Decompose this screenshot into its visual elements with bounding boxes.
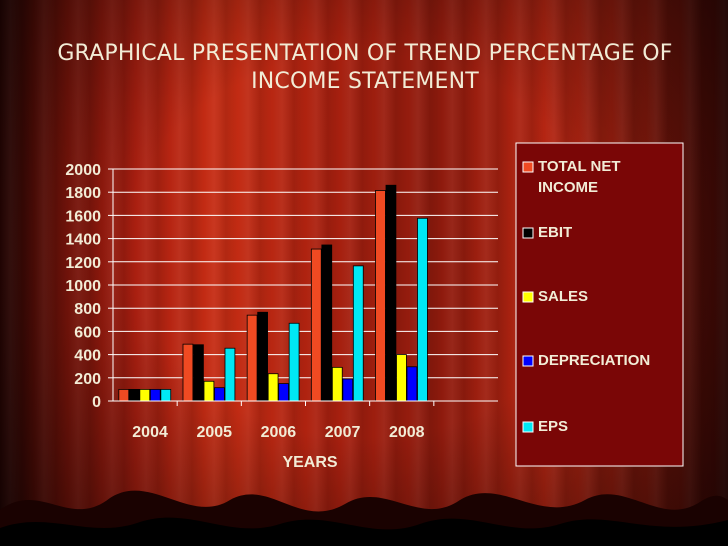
y-tick-label: 800: [74, 301, 101, 318]
bar: [224, 347, 236, 402]
y-tick-label: 0: [92, 394, 101, 411]
bar: [139, 388, 151, 402]
x-tick-label: 2004: [132, 424, 168, 441]
bar: [278, 383, 289, 402]
bar: [267, 373, 279, 402]
x-tick-label: 2007: [325, 424, 361, 441]
y-tick-label: 400: [74, 348, 101, 365]
bar: [182, 343, 194, 402]
bar: [342, 378, 354, 402]
legend-swatch: [522, 421, 534, 433]
bar: [257, 311, 268, 402]
legend-swatch: [522, 355, 534, 367]
legend-label: EPS: [538, 418, 568, 435]
legend-swatch: [522, 227, 534, 239]
y-tick-label: 1600: [65, 208, 101, 225]
bar: [193, 344, 204, 402]
legend-label: EBIT: [538, 224, 572, 241]
y-tick-label: 1000: [65, 278, 101, 295]
bar: [406, 366, 418, 402]
bar: [375, 190, 386, 402]
x-axis-label: YEARS: [282, 454, 337, 471]
bar: [385, 184, 397, 402]
legend-label: DEPRECIATION: [538, 352, 650, 369]
y-tick-label: 2000: [65, 162, 101, 179]
legend-label: SALES: [538, 288, 588, 305]
bar: [246, 314, 258, 402]
y-tick-label: 600: [74, 324, 101, 341]
bar: [331, 366, 343, 402]
bar: [396, 354, 407, 402]
bar: [321, 244, 333, 402]
y-tick-label: 1200: [65, 255, 101, 272]
legend-swatch: [522, 161, 534, 173]
legend-label: TOTAL NET: [538, 158, 621, 175]
x-tick-label: 2005: [196, 424, 232, 441]
y-tick-label: 1400: [65, 232, 101, 249]
bar: [417, 217, 428, 402]
bar: [160, 388, 172, 402]
bar: [214, 387, 225, 402]
bar: [310, 248, 322, 402]
bar: [128, 388, 140, 402]
x-tick-label: 2006: [261, 424, 297, 441]
legend-box: [515, 142, 684, 467]
y-tick-label: 1800: [65, 185, 101, 202]
x-tick-label: 2008: [389, 424, 425, 441]
bar: [203, 380, 215, 402]
slide-title: GRAPHICAL PRESENTATION OF TREND PERCENTA…: [57, 41, 673, 94]
legend-label: INCOME: [538, 179, 598, 196]
bar: [149, 388, 161, 402]
bar: [118, 388, 130, 402]
bar: [352, 265, 364, 402]
legend-swatch: [522, 291, 534, 303]
y-tick-label: 200: [74, 371, 101, 388]
curtain-fringe: [0, 490, 728, 546]
bar: [288, 322, 300, 402]
